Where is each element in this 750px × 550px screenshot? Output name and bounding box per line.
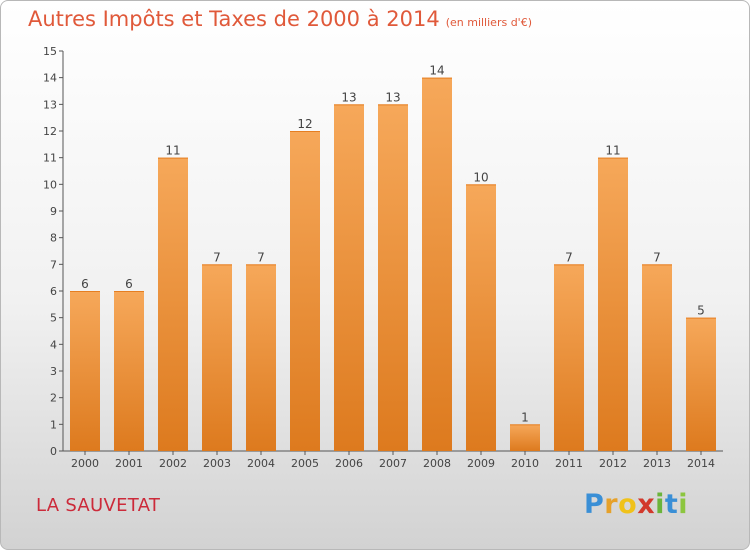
- commune-name: LA SAUVETAT: [36, 495, 161, 516]
- y-tick-label: 14: [43, 72, 57, 85]
- chart-bars: 6 6 11 7 7 12 13 13 14 10 1 7 11 7 5: [70, 64, 716, 452]
- x-tick-label: 2005: [291, 457, 319, 470]
- bar: [246, 264, 276, 451]
- x-tick-label: 2002: [159, 457, 187, 470]
- x-tick-label: 2011: [555, 457, 583, 470]
- x-tick-label: 2003: [203, 457, 231, 470]
- chart-unit-note: (en milliers d'€): [445, 16, 532, 29]
- y-tick-label: 6: [50, 285, 57, 298]
- bar: [378, 104, 408, 451]
- data-label: 14: [429, 64, 444, 78]
- x-tick-label: 2013: [643, 457, 671, 470]
- y-tick-label: 0: [50, 445, 57, 458]
- chart-title: Autres Impôts et Taxes de 2000 à 2014 (en…: [28, 7, 532, 31]
- data-label: 5: [697, 304, 705, 318]
- data-label: 7: [653, 250, 661, 264]
- y-tick-label: 15: [43, 45, 57, 58]
- bar: [334, 104, 364, 451]
- y-tick-label: 5: [50, 312, 57, 325]
- data-label: 13: [385, 90, 400, 104]
- x-tick-label: 2012: [599, 457, 627, 470]
- data-label: 11: [165, 144, 180, 158]
- bar: [466, 184, 496, 452]
- data-label: 7: [213, 250, 221, 264]
- data-label: 10: [473, 170, 488, 184]
- x-tick-label: 2000: [71, 457, 99, 470]
- bar: [598, 157, 628, 451]
- bar: [202, 264, 232, 451]
- logo-letter: i: [678, 489, 689, 520]
- y-tick-label: 11: [43, 152, 57, 165]
- y-tick-label: 3: [50, 365, 57, 378]
- y-tick-label: 4: [50, 338, 57, 351]
- y-tick-label: 1: [50, 418, 57, 431]
- bar: [642, 264, 672, 451]
- logo-letter: o: [618, 489, 638, 520]
- x-tick-label: 2010: [511, 457, 539, 470]
- logo-letter: i: [655, 489, 665, 520]
- x-tick-label: 2014: [687, 457, 715, 470]
- y-tick-label: 7: [50, 258, 57, 271]
- x-tick-label: 2004: [247, 457, 275, 470]
- bar: [290, 131, 320, 451]
- x-tick-label: 2006: [335, 457, 363, 470]
- y-tick-label: 8: [50, 232, 57, 245]
- y-tick-label: 10: [43, 178, 57, 191]
- data-label: 6: [125, 277, 133, 291]
- proxiti-logo: Proxiti: [584, 489, 688, 520]
- x-tick-label: 2001: [115, 457, 143, 470]
- logo-letter: x: [637, 489, 656, 520]
- bar: [510, 424, 540, 451]
- chart-title-text: Autres Impôts et Taxes de 2000 à 2014: [28, 7, 440, 31]
- x-tick-label: 2008: [423, 457, 451, 470]
- y-tick-label: 9: [50, 205, 57, 218]
- data-label: 1: [521, 410, 529, 424]
- logo-letter: t: [664, 489, 679, 520]
- bar: [686, 317, 716, 451]
- bar: [158, 157, 188, 451]
- data-label: 11: [605, 144, 620, 158]
- y-tick-label: 2: [50, 392, 57, 405]
- x-tick-label: 2009: [467, 457, 495, 470]
- bar: [114, 291, 144, 451]
- bar: [422, 77, 452, 452]
- logo-letter: r: [604, 489, 619, 520]
- bar: [554, 264, 584, 451]
- logo-letter: P: [584, 489, 605, 520]
- data-label: 12: [297, 117, 312, 131]
- y-tick-label: 12: [43, 125, 57, 138]
- data-label: 6: [81, 277, 89, 291]
- data-label: 7: [257, 250, 265, 264]
- y-tick-label: 13: [43, 98, 57, 111]
- bar: [70, 291, 100, 451]
- data-label: 7: [565, 250, 573, 264]
- x-tick-label: 2007: [379, 457, 407, 470]
- data-label: 13: [341, 90, 356, 104]
